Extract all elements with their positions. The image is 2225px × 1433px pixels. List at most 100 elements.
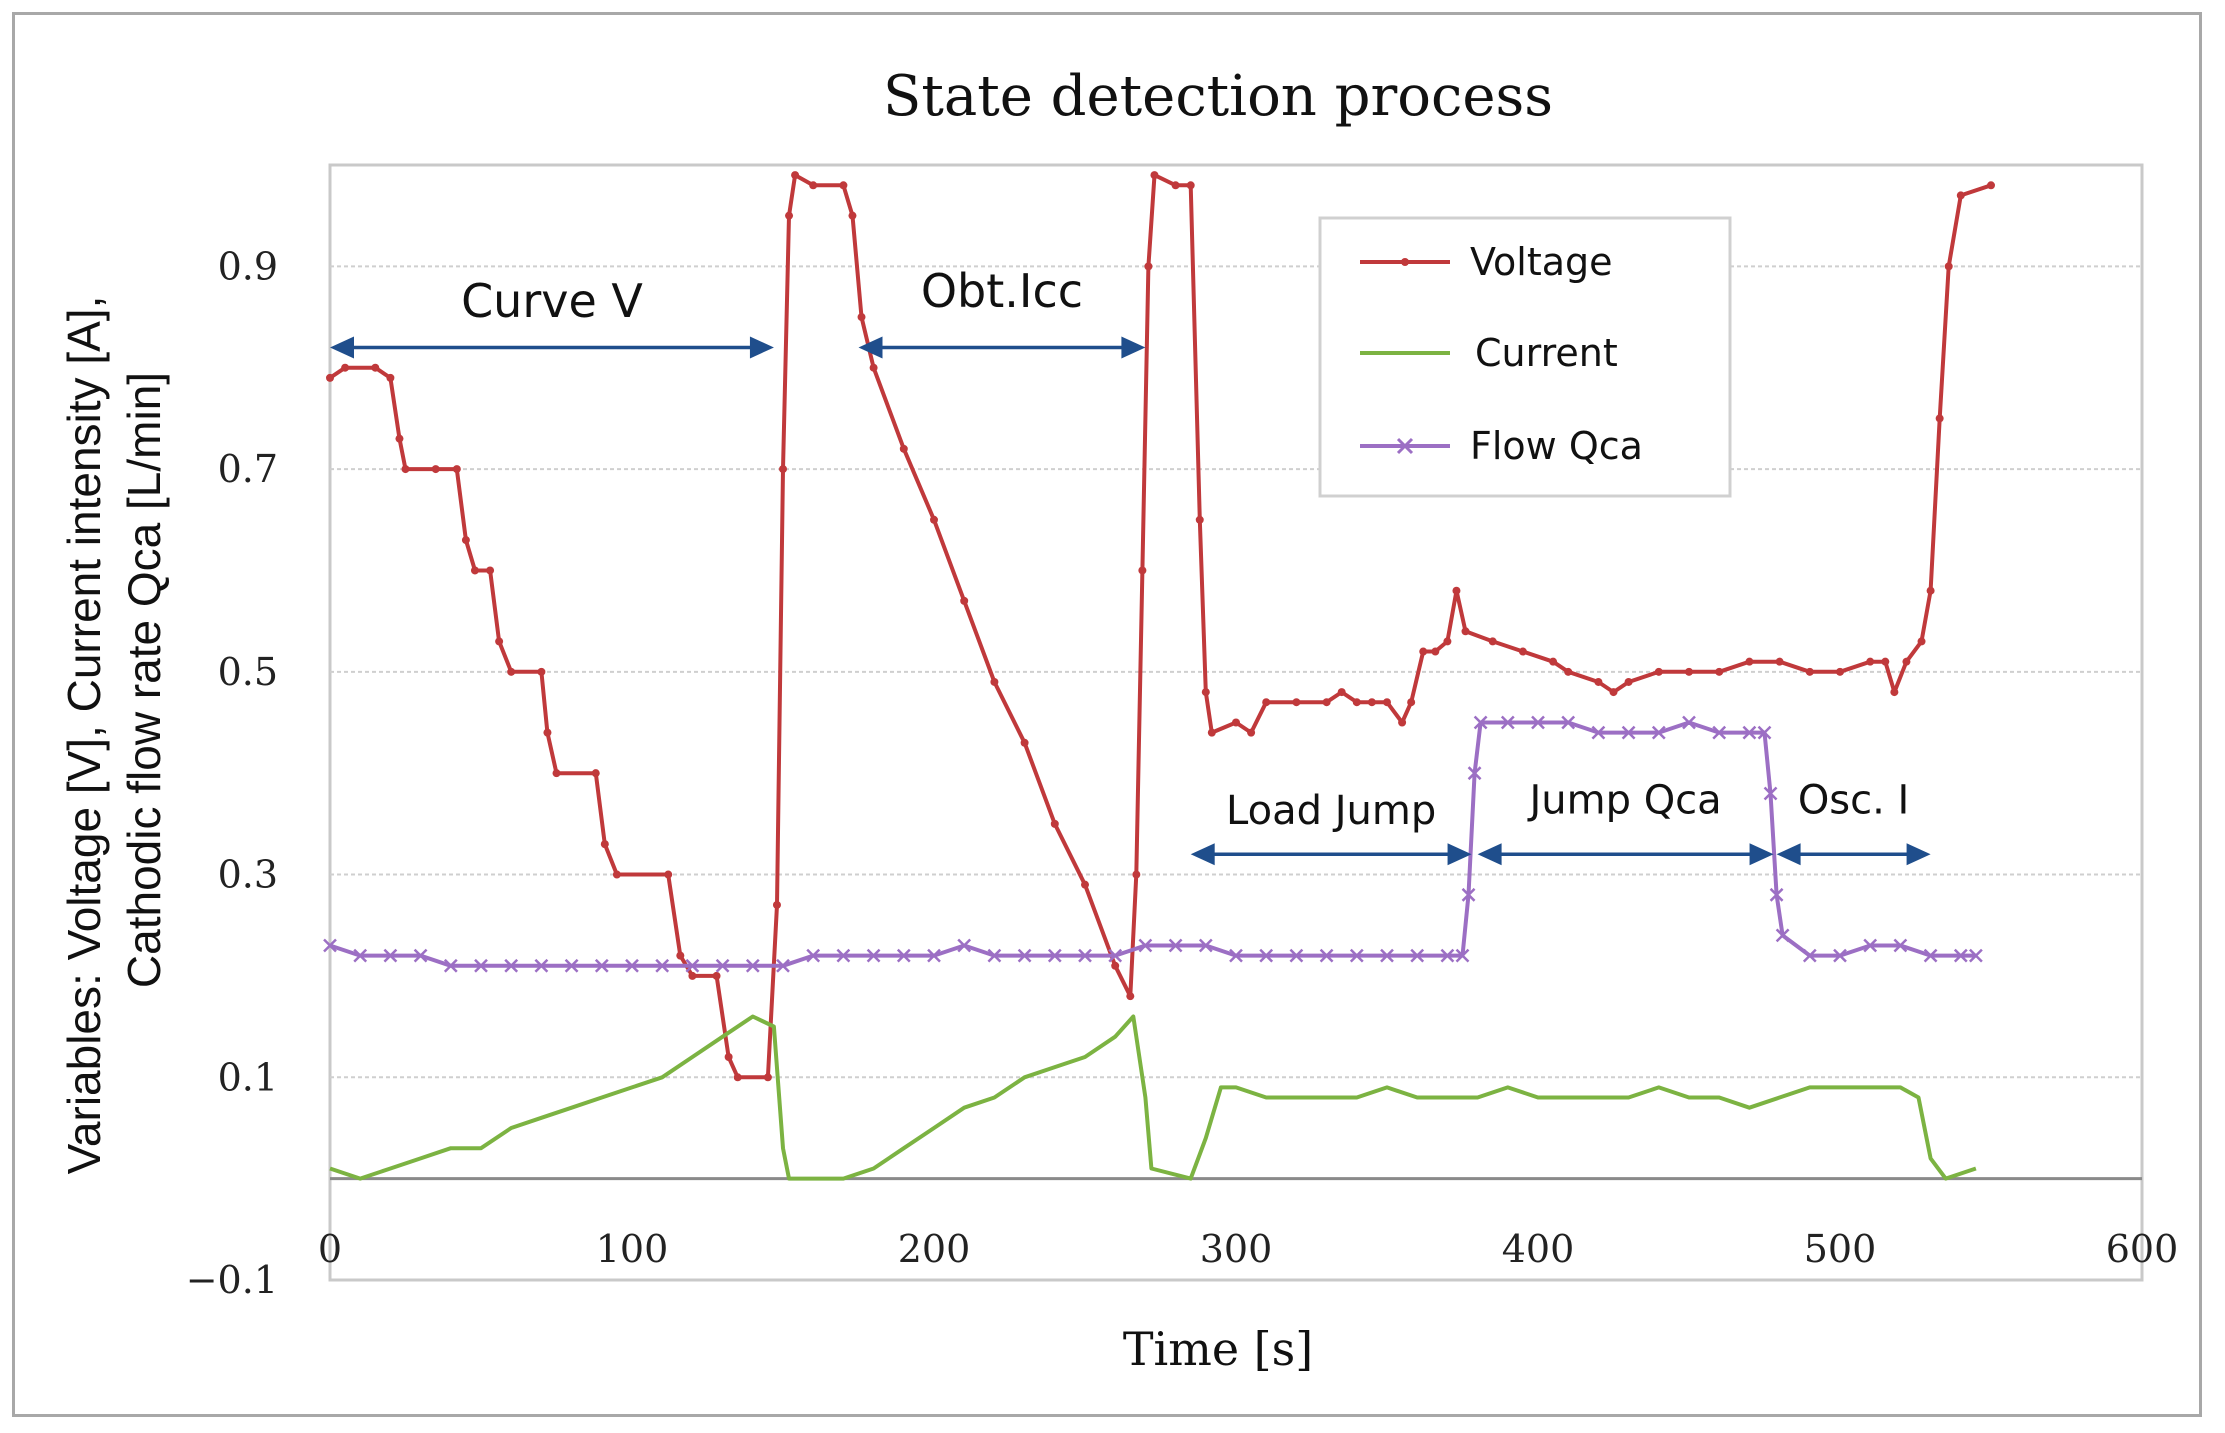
data-point-voltage xyxy=(1337,688,1346,697)
x-tick-label: 300 xyxy=(1200,1227,1273,1271)
data-point-voltage xyxy=(1081,880,1089,889)
data-point-flow-qca xyxy=(383,948,398,963)
data-point-voltage xyxy=(1201,688,1210,697)
data-point-flow-qca xyxy=(776,958,790,973)
x-tick-label: 0 xyxy=(318,1227,342,1271)
data-point-flow-qca xyxy=(443,958,458,973)
data-point-flow-qca xyxy=(1138,938,1153,953)
data-point-voltage xyxy=(1443,637,1452,646)
annotation-label-curve-v: Curve V xyxy=(461,274,643,328)
data-point-voltage xyxy=(809,181,818,190)
data-point-flow-qca xyxy=(1591,725,1606,740)
data-point-flow-qca xyxy=(504,958,519,973)
y-tick-label: −0.1 xyxy=(186,1258,278,1302)
legend-marker-flow-qca xyxy=(1396,437,1414,455)
data-point-flow-qca xyxy=(1682,715,1696,730)
data-point-voltage xyxy=(431,465,440,474)
data-point-flow-qca xyxy=(896,948,911,963)
x-tick-labels: 0 100 200 300 400 500 600 xyxy=(318,1227,2178,1271)
data-point-flow-qca xyxy=(1198,938,1213,953)
data-point-flow-qca xyxy=(564,958,579,973)
annotation-arrowhead-right-osc-i xyxy=(1906,843,1931,866)
data-point-voltage xyxy=(1654,667,1663,676)
data-point-flow-qca xyxy=(1969,948,1983,963)
data-point-voltage xyxy=(1383,698,1391,707)
x-tick-label: 100 xyxy=(596,1227,669,1271)
data-point-voltage xyxy=(461,536,470,545)
data-point-voltage xyxy=(1775,657,1784,666)
annotation-label-load-jump: Load Jump xyxy=(1226,788,1436,834)
data-point-voltage xyxy=(1186,181,1195,190)
data-point-voltage xyxy=(537,667,546,676)
data-point-flow-qca xyxy=(1802,948,1817,963)
data-point-voltage xyxy=(1352,698,1361,707)
data-point-flow-qca xyxy=(1712,725,1727,740)
data-point-flow-qca xyxy=(1289,948,1304,963)
annotation-arrowhead-left-jump-qca xyxy=(1477,843,1502,866)
data-point-voltage xyxy=(1594,677,1603,686)
data-point-flow-qca xyxy=(1769,887,1784,902)
legend-marker-voltage xyxy=(1401,258,1409,266)
data-point-flow-qca xyxy=(1500,715,1515,730)
data-point-flow-qca xyxy=(1953,948,1968,963)
data-point-voltage xyxy=(371,363,380,372)
annotation-arrowhead-left-load-jump xyxy=(1190,843,1215,866)
data-point-voltage xyxy=(1247,728,1256,737)
data-point-flow-qca xyxy=(1863,938,1878,953)
y-tick-label: 0.7 xyxy=(218,447,278,491)
series-line-flow-qca xyxy=(329,720,1976,968)
data-point-flow-qca xyxy=(1259,948,1274,963)
y-tick-labels: −0.1 0.1 0.3 0.5 0.7 0.9 xyxy=(186,244,278,1302)
data-point-flow-qca xyxy=(745,958,760,973)
data-point-flow-qca xyxy=(1893,938,1908,953)
data-point-flow-qca xyxy=(1561,715,1576,730)
data-point-flow-qca xyxy=(806,948,821,963)
data-point-voltage xyxy=(869,363,878,372)
data-point-flow-qca xyxy=(625,958,639,973)
data-point-voltage xyxy=(1564,667,1573,676)
data-point-voltage xyxy=(930,515,938,524)
data-point-flow-qca xyxy=(866,948,881,963)
data-point-voltage xyxy=(1207,728,1216,737)
data-point-voltage xyxy=(960,596,969,605)
data-point-flow-qca xyxy=(534,958,549,973)
data-point-flow-qca xyxy=(1742,725,1757,740)
data-point-flow-qca xyxy=(1621,725,1636,740)
data-point-flow-qca xyxy=(474,958,488,973)
series-group xyxy=(323,171,1995,1181)
data-point-flow-qca xyxy=(413,948,428,963)
y-tick-label: 0.3 xyxy=(218,853,278,897)
data-point-voltage xyxy=(452,465,461,474)
data-point-voltage xyxy=(470,566,479,575)
data-point-voltage xyxy=(733,1073,742,1082)
data-point-voltage xyxy=(1419,647,1428,656)
data-point-flow-qca xyxy=(1229,948,1243,963)
data-point-voltage xyxy=(848,211,857,220)
data-point-flow-qca xyxy=(1775,928,1790,943)
data-point-voltage xyxy=(386,373,395,382)
data-point-voltage xyxy=(1624,677,1633,686)
data-point-voltage xyxy=(1452,586,1461,595)
data-point-flow-qca xyxy=(1651,725,1666,740)
data-point-voltage xyxy=(1138,566,1147,575)
data-point-voltage xyxy=(1805,667,1814,676)
data-point-voltage xyxy=(1126,992,1135,1001)
data-point-voltage xyxy=(1367,698,1376,707)
x-tick-label: 500 xyxy=(1804,1227,1877,1271)
data-point-voltage xyxy=(1917,637,1926,646)
x-tick-label: 400 xyxy=(1502,1227,1575,1271)
data-point-voltage xyxy=(1020,738,1029,747)
data-point-voltage xyxy=(712,971,721,980)
data-point-flow-qca xyxy=(1168,938,1183,953)
y-tick-label: 0.1 xyxy=(218,1055,278,1099)
data-point-voltage xyxy=(664,870,673,879)
data-point-voltage xyxy=(763,1073,772,1082)
data-point-voltage xyxy=(401,465,410,474)
data-point-flow-qca xyxy=(1440,948,1455,963)
data-point-voltage xyxy=(676,951,685,960)
data-point-voltage xyxy=(1195,515,1204,524)
data-point-voltage xyxy=(1488,637,1497,646)
chart-frame xyxy=(12,12,2202,1417)
data-point-voltage xyxy=(591,769,600,778)
annotation-label-obt-icc: Obt.Icc xyxy=(921,264,1083,318)
